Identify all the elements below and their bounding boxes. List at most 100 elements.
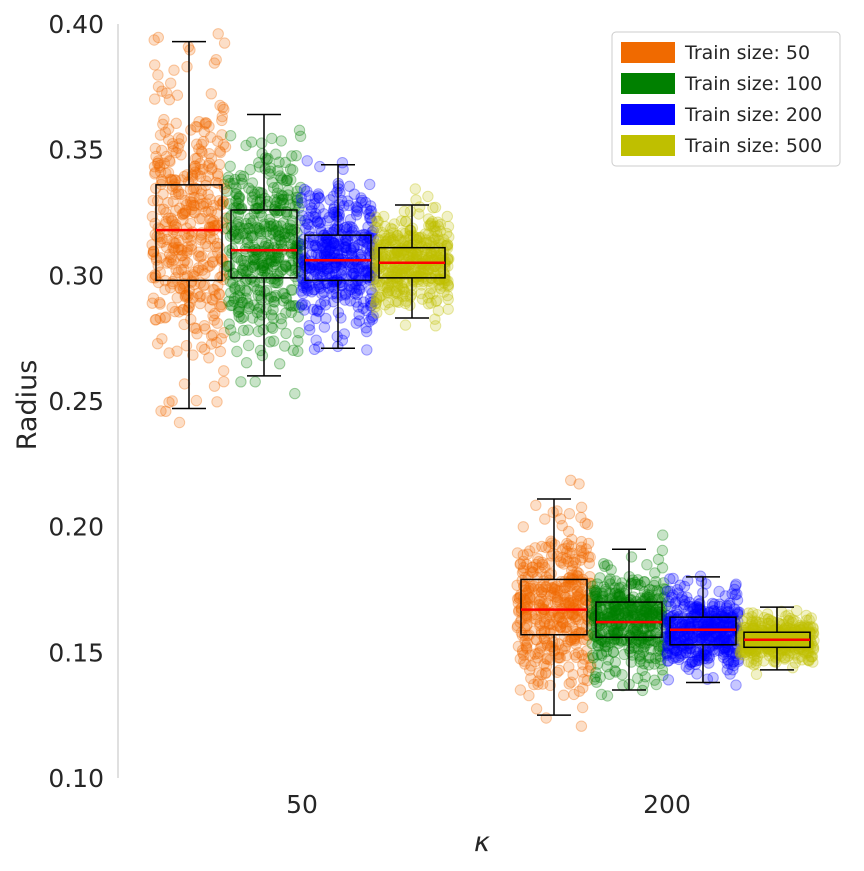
data-point bbox=[246, 191, 259, 203]
data-point bbox=[730, 578, 742, 590]
data-point bbox=[563, 678, 575, 690]
data-point bbox=[158, 113, 170, 126]
data-point bbox=[253, 315, 266, 327]
data-point bbox=[525, 660, 537, 672]
data-point bbox=[149, 166, 161, 179]
data-point bbox=[157, 236, 169, 248]
data-point bbox=[543, 574, 555, 586]
data-point bbox=[576, 649, 588, 661]
data-point bbox=[184, 44, 196, 56]
data-point bbox=[317, 239, 329, 251]
data-point bbox=[277, 174, 289, 186]
data-point bbox=[517, 565, 530, 577]
data-point bbox=[195, 234, 207, 246]
data-point bbox=[546, 581, 558, 594]
data-point bbox=[278, 235, 291, 247]
data-point bbox=[189, 166, 201, 178]
data-point bbox=[574, 588, 587, 600]
data-point bbox=[280, 307, 292, 319]
data-point bbox=[247, 312, 259, 324]
data-point bbox=[560, 553, 572, 565]
data-point bbox=[160, 207, 172, 219]
data-point bbox=[546, 537, 558, 549]
data-point bbox=[577, 682, 589, 694]
data-point bbox=[313, 341, 325, 353]
data-point bbox=[184, 297, 196, 309]
data-point bbox=[547, 641, 559, 653]
data-point bbox=[582, 665, 595, 677]
data-point bbox=[179, 194, 191, 207]
data-point bbox=[198, 320, 211, 332]
data-point bbox=[165, 77, 177, 89]
data-point bbox=[174, 202, 186, 214]
data-point bbox=[166, 278, 179, 290]
data-point bbox=[166, 258, 178, 270]
data-point bbox=[526, 566, 539, 578]
data-point bbox=[674, 647, 686, 660]
data-point bbox=[649, 567, 661, 579]
data-point bbox=[521, 548, 534, 560]
data-point bbox=[548, 587, 560, 599]
data-point bbox=[217, 273, 230, 286]
data-point bbox=[559, 591, 571, 603]
data-point bbox=[375, 226, 388, 239]
data-point bbox=[529, 655, 541, 668]
data-point bbox=[208, 57, 221, 69]
data-point bbox=[152, 276, 165, 289]
data-point bbox=[165, 254, 177, 266]
data-point bbox=[400, 295, 412, 307]
data-point bbox=[196, 212, 208, 225]
data-point bbox=[149, 93, 161, 105]
data-point bbox=[518, 655, 530, 667]
data-point bbox=[228, 292, 241, 304]
x-tick-label: 50 bbox=[286, 790, 318, 819]
data-point bbox=[521, 618, 533, 630]
data-point bbox=[227, 276, 239, 289]
legend-swatch bbox=[621, 42, 675, 63]
data-point bbox=[215, 252, 227, 264]
data-point bbox=[538, 632, 550, 644]
data-point bbox=[540, 667, 552, 679]
data-point bbox=[217, 217, 229, 229]
data-point bbox=[199, 118, 211, 130]
data-point bbox=[541, 639, 554, 651]
data-point bbox=[267, 219, 280, 231]
data-point bbox=[156, 333, 168, 345]
data-point bbox=[301, 262, 314, 274]
data-point bbox=[240, 357, 253, 369]
data-point bbox=[169, 178, 181, 190]
y-tick-label: 0.10 bbox=[48, 764, 104, 793]
data-point bbox=[178, 378, 191, 390]
data-point bbox=[588, 584, 601, 596]
data-point bbox=[149, 142, 162, 155]
data-point bbox=[255, 264, 267, 276]
data-point bbox=[575, 626, 587, 638]
data-point bbox=[163, 154, 176, 167]
data-point bbox=[538, 587, 550, 599]
data-point bbox=[617, 679, 629, 692]
data-point bbox=[208, 314, 220, 326]
data-point bbox=[158, 203, 170, 216]
data-point bbox=[167, 236, 180, 248]
data-point bbox=[551, 591, 564, 604]
data-point bbox=[565, 474, 577, 486]
data-point bbox=[281, 222, 294, 235]
data-point bbox=[213, 288, 226, 301]
data-point bbox=[559, 640, 572, 652]
data-point bbox=[572, 647, 585, 659]
data-point bbox=[177, 209, 189, 221]
data-point bbox=[532, 652, 544, 664]
data-point bbox=[312, 188, 324, 200]
data-point bbox=[318, 208, 330, 220]
data-point bbox=[207, 283, 219, 296]
data-point bbox=[713, 598, 726, 610]
data-point bbox=[590, 667, 602, 679]
data-point bbox=[154, 237, 166, 249]
data-point bbox=[533, 667, 545, 679]
data-point bbox=[225, 324, 237, 336]
data-point bbox=[528, 594, 541, 606]
data-point bbox=[172, 142, 184, 154]
data-point bbox=[272, 165, 284, 177]
data-point bbox=[788, 632, 800, 644]
